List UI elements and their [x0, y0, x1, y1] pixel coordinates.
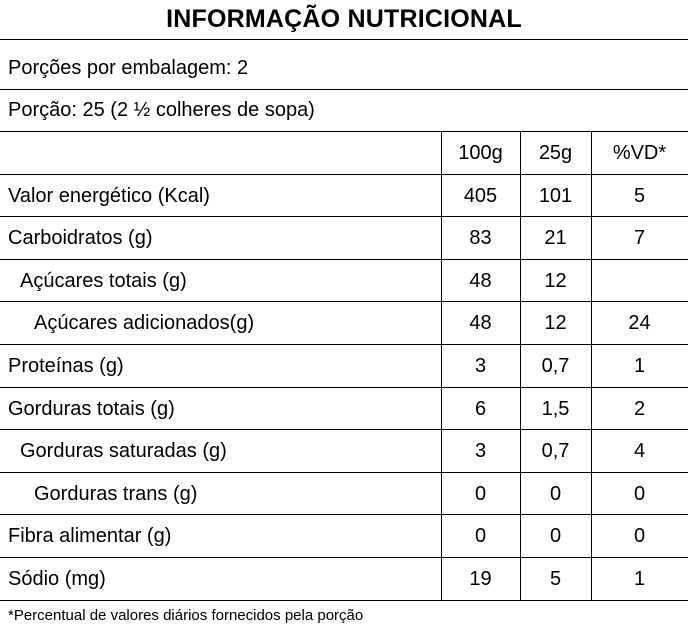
value-per-25g: 0,7 [541, 440, 570, 462]
footnote: *Percentual de valores diários fornecido… [8, 607, 364, 624]
row-divider [0, 174, 688, 175]
value-per-25g: 21 [544, 227, 567, 249]
divider [0, 39, 688, 40]
value-per-100g: 83 [469, 227, 492, 249]
nutrient-label: Gorduras saturadas (g) [20, 440, 227, 462]
value-per-25g: 12 [544, 312, 567, 334]
value-per-25g: 0 [549, 483, 562, 505]
value-daily-percent: 5 [633, 185, 646, 207]
value-per-100g: 48 [469, 312, 492, 334]
value-per-100g: 3 [474, 355, 487, 377]
value-per-25g: 1,5 [541, 398, 570, 420]
column-header-100g: 100g [458, 142, 503, 164]
row-divider [0, 514, 688, 515]
value-per-100g: 48 [469, 270, 492, 292]
column-divider [520, 131, 521, 600]
row-divider [0, 387, 688, 388]
row-divider [0, 429, 688, 430]
value-per-25g: 12 [544, 270, 567, 292]
value-per-25g: 0 [549, 525, 562, 547]
value-per-100g: 19 [469, 568, 492, 590]
column-divider [441, 131, 442, 600]
value-per-25g: 101 [538, 185, 573, 207]
table-row: Açúcares totais (g) 48 12 [0, 260, 688, 302]
value-daily-percent: 1 [633, 568, 646, 590]
row-divider [0, 259, 688, 260]
value-daily-percent: 2 [633, 398, 646, 420]
value-daily-percent: 1 [633, 355, 646, 377]
divider [0, 131, 688, 132]
column-divider [591, 131, 592, 600]
nutrient-label: Carboidratos (g) [8, 227, 153, 249]
value-per-100g: 0 [474, 483, 487, 505]
column-header-vd: %VD* [612, 142, 667, 164]
value-per-100g: 0 [474, 525, 487, 547]
value-daily-percent: 0 [633, 483, 646, 505]
table-row: Sódio (mg) 19 5 1 [0, 558, 688, 600]
nutrient-label: Gorduras totais (g) [8, 398, 175, 420]
table-row: Valor energético (Kcal) 405 101 5 [0, 175, 688, 217]
nutrient-label: Sódio (mg) [8, 568, 106, 590]
nutrient-label: Fibra alimentar (g) [8, 525, 172, 547]
row-divider [0, 557, 688, 558]
nutrient-label: Açúcares adicionados(g) [34, 312, 255, 334]
table-row: Proteínas (g) 3 0,7 1 [0, 345, 688, 387]
row-divider [0, 344, 688, 345]
nutrient-label: Valor energético (Kcal) [8, 185, 210, 207]
value-per-100g: 6 [474, 398, 487, 420]
row-divider [0, 472, 688, 473]
table-row: Carboidratos (g) 83 21 7 [0, 217, 688, 259]
row-divider [0, 216, 688, 217]
value-per-25g: 5 [549, 568, 562, 590]
column-header-25g: 25g [538, 142, 573, 164]
column-header-row: 100g 25g %VD* [0, 132, 688, 174]
value-daily-percent: 7 [633, 227, 646, 249]
table-row: Açúcares adicionados(g) 48 12 24 [0, 302, 688, 344]
value-per-100g: 3 [474, 440, 487, 462]
table-title: INFORMAÇÃO NUTRICIONAL [166, 5, 522, 33]
divider [0, 89, 688, 90]
value-daily-percent: 24 [628, 312, 651, 334]
serving-size: Porção: 25 (2 ½ colheres de sopa) [8, 99, 315, 121]
table-row: Gorduras totais (g) 6 1,5 2 [0, 388, 688, 430]
value-per-25g: 0,7 [541, 355, 570, 377]
value-daily-percent: 0 [633, 525, 646, 547]
row-divider [0, 301, 688, 302]
nutrient-label: Proteínas (g) [8, 355, 124, 377]
servings-per-package: Porções por embalagem: 2 [8, 57, 249, 79]
row-divider [0, 600, 688, 601]
table-row: Fibra alimentar (g) 0 0 0 [0, 515, 688, 557]
table-row: Gorduras saturadas (g) 3 0,7 4 [0, 430, 688, 472]
value-daily-percent: 4 [633, 440, 646, 462]
nutrient-label: Gorduras trans (g) [34, 483, 198, 505]
nutrient-label: Açúcares totais (g) [20, 270, 187, 292]
value-per-100g: 405 [463, 185, 498, 207]
table-row: Gorduras trans (g) 0 0 0 [0, 473, 688, 515]
